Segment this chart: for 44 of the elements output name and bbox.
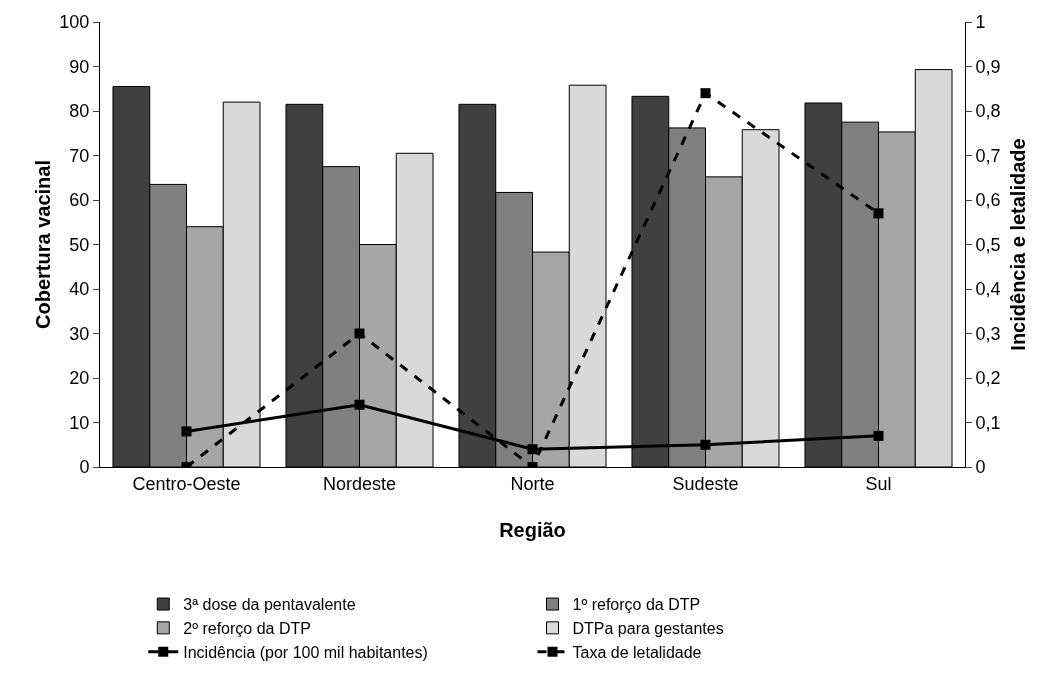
x-tick-label: Centro-Oeste bbox=[132, 473, 241, 494]
y2-tick-label: 0,5 bbox=[975, 234, 1001, 255]
y-tick-label: 40 bbox=[69, 279, 90, 300]
y2-tick-label: 0,2 bbox=[975, 368, 1001, 389]
x-tick-label: Norte bbox=[510, 473, 555, 494]
point bbox=[354, 399, 365, 410]
y2-tick-label: 0,4 bbox=[975, 279, 1001, 300]
x-tick-label: Sudeste bbox=[672, 473, 739, 494]
y2-tick-label: 0,1 bbox=[975, 412, 1001, 433]
y-tick-label: 70 bbox=[69, 145, 90, 166]
y2-tick-label: 0,9 bbox=[975, 56, 1001, 77]
point bbox=[354, 328, 365, 339]
y2-tick-label: 0,3 bbox=[975, 323, 1001, 344]
legend-label: 3ª dose da pentavalente bbox=[183, 596, 356, 614]
y-tick-label: 80 bbox=[69, 101, 90, 122]
y-tick-label: 50 bbox=[69, 234, 90, 255]
legend-label: Incidência (por 100 mil habitantes) bbox=[183, 643, 428, 661]
y2-tick-label: 0 bbox=[975, 457, 986, 478]
legend-label: 2º reforço da DTP bbox=[183, 620, 311, 638]
y2-tick-label: 1 bbox=[975, 12, 986, 33]
point bbox=[873, 208, 884, 219]
point bbox=[700, 88, 711, 99]
y-tick-label: 100 bbox=[59, 12, 90, 33]
x-tick-label: Nordeste bbox=[322, 473, 397, 494]
y-tick-label: 0 bbox=[79, 457, 90, 478]
y-tick-label: 10 bbox=[69, 412, 90, 433]
y-tick-label: 30 bbox=[69, 323, 90, 344]
legend-label: 1º reforço da DTP bbox=[572, 596, 701, 614]
point bbox=[527, 444, 538, 455]
point bbox=[873, 430, 884, 441]
y2-tick-label: 0,8 bbox=[975, 101, 1001, 122]
y2-tick-label: 0,7 bbox=[975, 145, 1001, 166]
x-axis-title: Região bbox=[499, 519, 566, 541]
legend-label: DTPa para gestantes bbox=[572, 620, 724, 638]
y2-tick-label: 0,6 bbox=[975, 190, 1001, 211]
point bbox=[700, 439, 711, 450]
y-tick-label: 20 bbox=[69, 368, 90, 389]
y-axis-title: Cobertura vacinal bbox=[32, 160, 54, 329]
y-tick-label: 90 bbox=[69, 56, 90, 77]
y2-axis-title: Incidência e letalidade bbox=[1007, 138, 1029, 351]
legend-label: Taxa de letalidade bbox=[572, 643, 702, 661]
y-tick-label: 60 bbox=[69, 190, 90, 211]
x-tick-label: Sul bbox=[865, 473, 892, 494]
point bbox=[181, 426, 192, 437]
